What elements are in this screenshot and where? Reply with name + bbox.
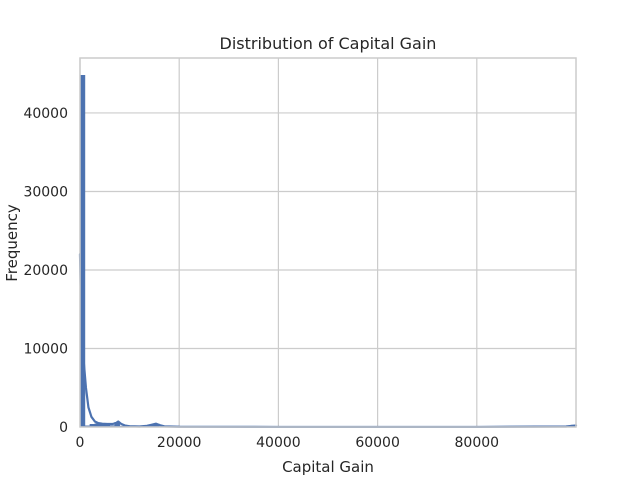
chart-title: Distribution of Capital Gain [220,34,437,53]
x-tick-labels: 0 20000 40000 60000 80000 [76,435,500,451]
y-tick-label: 10000 [23,341,68,357]
x-tick-label: 40000 [256,435,301,451]
y-tick-labels: 0 10000 20000 30000 40000 [23,106,68,436]
plot-frame [79,57,577,428]
y-tick-label: 20000 [23,263,68,279]
kde-curve [78,253,578,429]
x-tick-label: 80000 [455,435,500,451]
y-tick-label: 40000 [23,106,68,122]
x-tick-label: 0 [76,435,85,451]
y-tick-label: 0 [59,420,68,436]
y-tick-label: 30000 [23,184,68,200]
x-axis-label: Capital Gain [282,458,374,476]
y-axis-label: Frequency [3,204,21,282]
x-tick-label: 20000 [157,435,202,451]
histogram-bars [79,75,577,428]
x-tick-label: 60000 [355,435,400,451]
kde-line [78,253,578,429]
grid [79,58,576,428]
